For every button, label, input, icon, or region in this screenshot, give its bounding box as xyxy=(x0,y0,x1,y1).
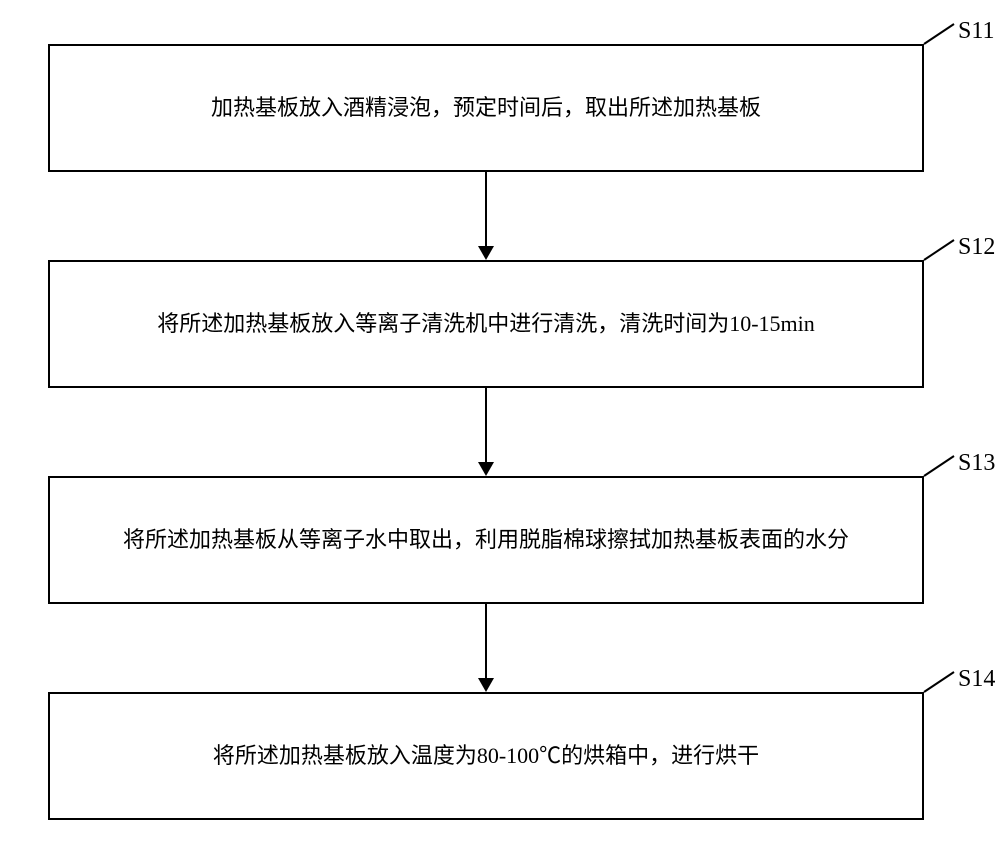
step-label-s11: S11 xyxy=(958,18,994,45)
step-label-s12: S12 xyxy=(958,234,995,261)
leader-s14 xyxy=(924,672,958,696)
connector-s13-s14 xyxy=(485,604,487,678)
connector-s11-s12 xyxy=(485,172,487,246)
step-label-s13: S13 xyxy=(958,450,995,477)
arrowhead-s12-s13 xyxy=(478,462,494,476)
arrowhead-s11-s12 xyxy=(478,246,494,260)
step-box-s13: 将所述加热基板从等离子水中取出，利用脱脂棉球擦拭加热基板表面的水分 xyxy=(48,476,924,604)
step-label-s14: S14 xyxy=(958,666,995,693)
step-box-s11: 加热基板放入酒精浸泡，预定时间后，取出所述加热基板 xyxy=(48,44,924,172)
step-text-s14: 将所述加热基板放入温度为80-100℃的烘箱中，进行烘干 xyxy=(213,738,759,773)
step-text-s11: 加热基板放入酒精浸泡，预定时间后，取出所述加热基板 xyxy=(211,90,761,125)
leader-s11 xyxy=(924,24,958,48)
arrowhead-s13-s14 xyxy=(478,678,494,692)
step-text-s13: 将所述加热基板从等离子水中取出，利用脱脂棉球擦拭加热基板表面的水分 xyxy=(123,522,849,557)
leader-s13 xyxy=(924,456,958,480)
step-box-s14: 将所述加热基板放入温度为80-100℃的烘箱中，进行烘干 xyxy=(48,692,924,820)
step-text-s12: 将所述加热基板放入等离子清洗机中进行清洗，清洗时间为10-15min xyxy=(157,306,815,341)
leader-s12 xyxy=(924,240,958,264)
connector-s12-s13 xyxy=(485,388,487,462)
step-box-s12: 将所述加热基板放入等离子清洗机中进行清洗，清洗时间为10-15min xyxy=(48,260,924,388)
